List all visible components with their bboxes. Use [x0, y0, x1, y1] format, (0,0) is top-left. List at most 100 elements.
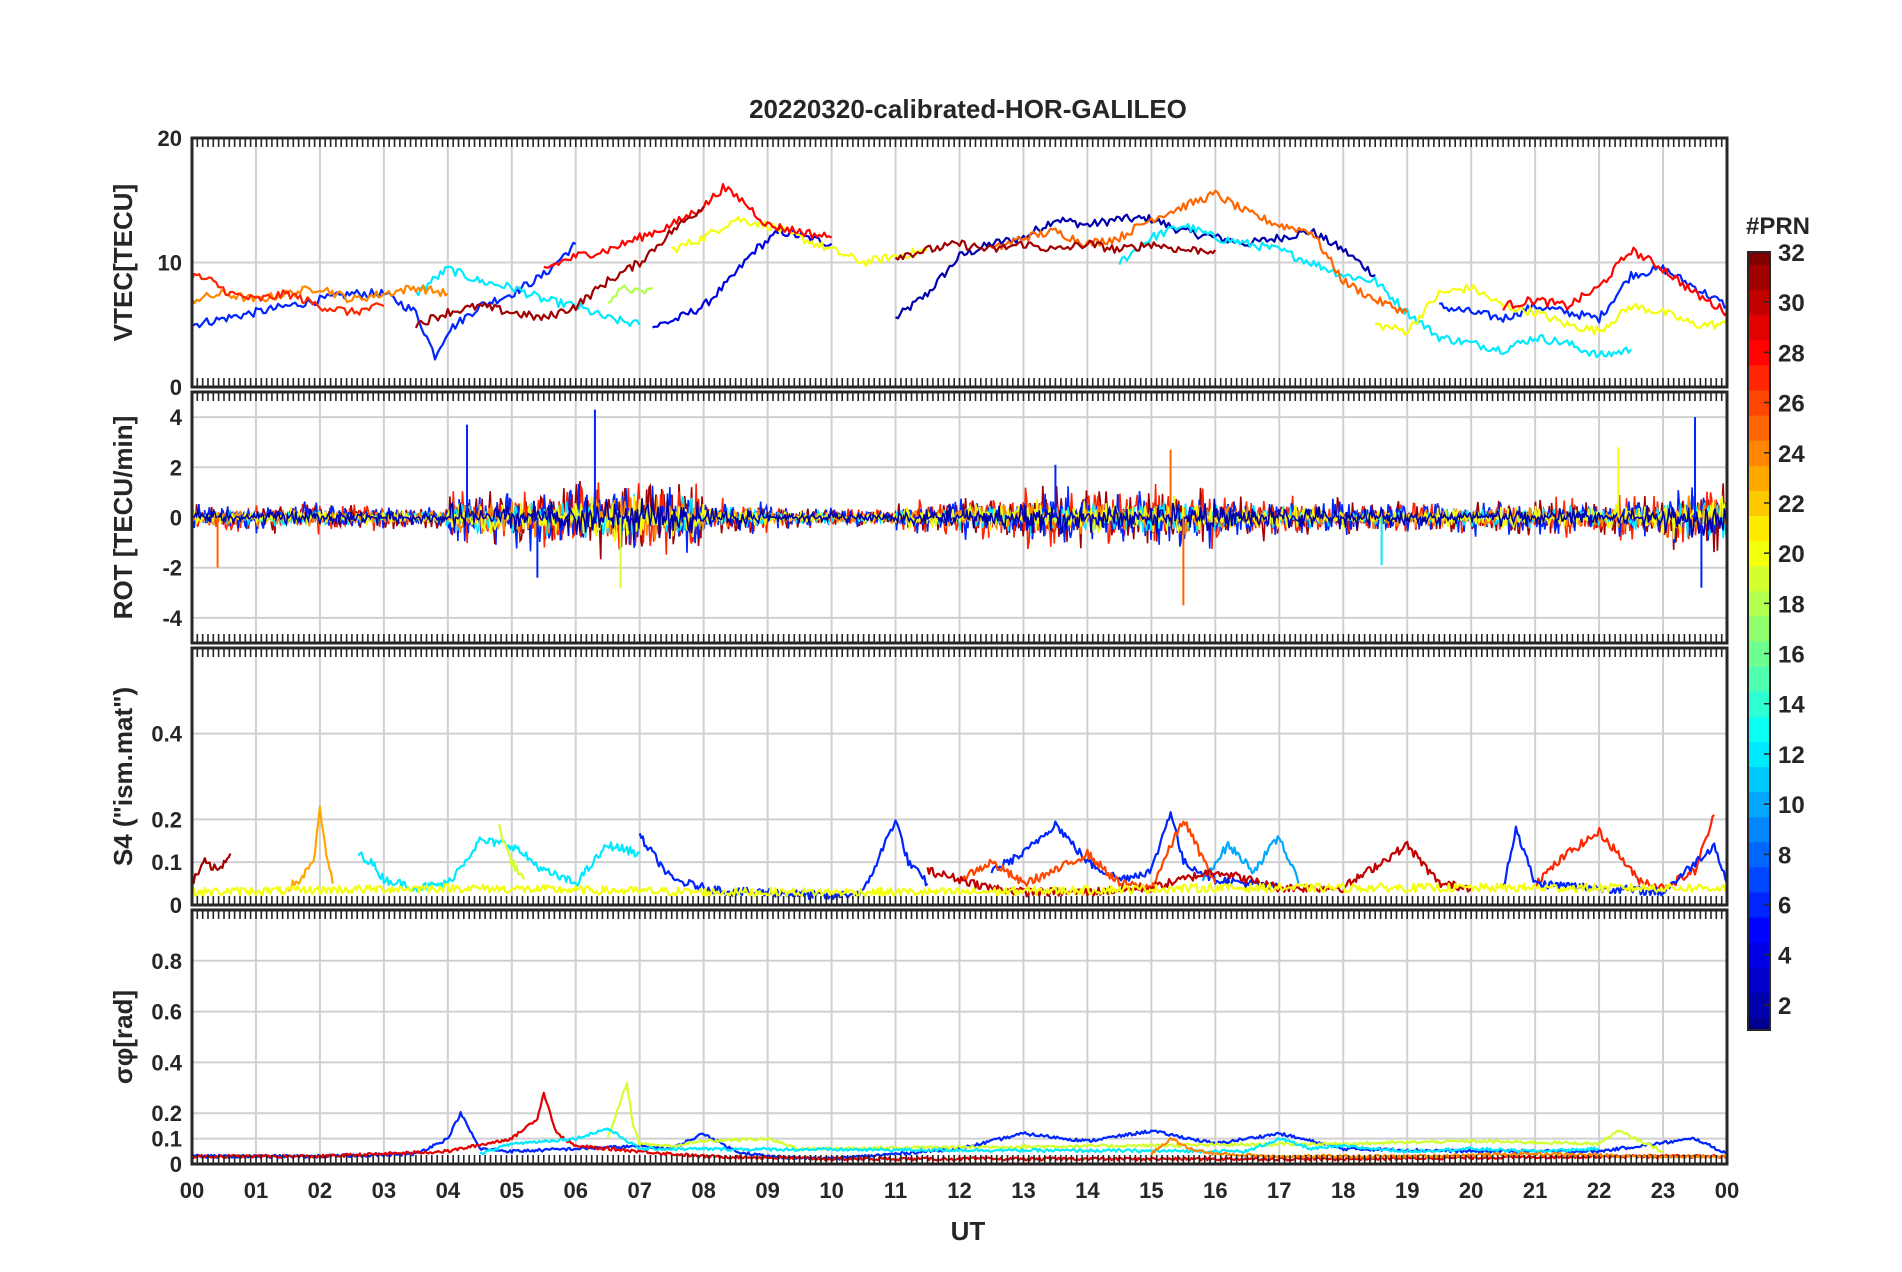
x-tick-label: 00: [1715, 1178, 1739, 1203]
colorbar-swatch-prn-17: [1748, 615, 1770, 642]
panel-2-minor-ticks: [191, 392, 1728, 643]
colorbar-title: #PRN: [1746, 213, 1810, 240]
series-prn-31: [414, 205, 705, 329]
x-tick-label: 11: [884, 1178, 907, 1203]
y-tick-label: 20: [158, 126, 182, 151]
colorbar-swatch-prn-5: [1748, 917, 1770, 943]
colorbar-swatch-prn-32: [1748, 252, 1770, 266]
series-prn-2: [192, 496, 1727, 540]
panel-1-data: [192, 183, 1727, 361]
x-tick-label: 06: [564, 1178, 588, 1203]
series-prn-6: [1438, 264, 1727, 324]
colorbar-swatch-prn-9: [1748, 816, 1770, 843]
x-axis: 00 01 02 03 04 05 06 07 08 09 10 11 12 13 14 15 16 17 18 19…: [180, 1178, 1739, 1203]
y-tick-label: 4: [170, 405, 183, 430]
colorbar-tick-label: 30: [1778, 290, 1805, 317]
y-tick-label: 0.1: [151, 1127, 182, 1152]
colorbar-swatch-prn-27: [1748, 364, 1770, 391]
series-prn-2: [895, 213, 1376, 320]
x-tick-label: 03: [372, 1178, 396, 1203]
series-prn-6: [638, 819, 929, 901]
panel-1-minor-ticks: [191, 138, 1728, 387]
series-prn-27: [192, 272, 385, 316]
x-tick-label: 07: [627, 1178, 651, 1203]
colorbar-swatch-prn-22: [1748, 490, 1770, 517]
colorbar-swatch-prn-31: [1748, 264, 1770, 291]
colorbar-swatch-prn-8: [1748, 841, 1770, 868]
series-prn-26: [958, 820, 1217, 893]
colorbar-swatch-prn-2: [1748, 992, 1770, 1018]
colorbar-tick-label: 20: [1778, 541, 1805, 568]
x-tick-label: 14: [1075, 1178, 1100, 1203]
series-prn-18: [607, 284, 654, 304]
colorbar-swatch-prn-15: [1748, 666, 1770, 692]
colorbar-swatch-prn-3: [1748, 967, 1770, 993]
panel-3-y-axis-label: S4 ("ism.mat"): [108, 687, 138, 866]
colorbar-swatch-prn-6: [1748, 891, 1770, 918]
series-prn-31: [192, 853, 232, 886]
colorbar-tick-label: 14: [1778, 692, 1805, 719]
colorbar-swatch-prn-1: [1748, 1017, 1770, 1031]
colorbar-tick-label: 24: [1778, 441, 1805, 468]
colorbar-swatch-prn-10: [1748, 791, 1770, 818]
x-tick-label: 10: [819, 1178, 843, 1203]
series-prn-31: [894, 239, 1217, 261]
y-tick-label: 0: [170, 375, 182, 400]
panel-4-minor-ticks: [191, 910, 1728, 1164]
panel-3-data: [192, 805, 1727, 901]
panel-3: 0 0.1 0.2 0.4 S4 ("ism.mat"): [108, 646, 1729, 918]
colorbar-tick-label: 28: [1778, 340, 1805, 367]
y-tick-label: 10: [158, 251, 182, 276]
x-tick-label: 16: [1203, 1178, 1227, 1203]
colorbar-swatch-prn-4: [1748, 942, 1770, 968]
x-tick-label: 23: [1651, 1178, 1675, 1203]
colorbar-tick-label: 22: [1778, 491, 1805, 518]
colorbar-tick-label: 10: [1778, 792, 1805, 819]
colorbar-swatch-prn-28: [1748, 339, 1770, 366]
colorbar-tick-label: 6: [1778, 893, 1791, 920]
panel-1-y-axis-label: VTEC[TECU]: [108, 184, 138, 341]
colorbar-swatch-prn-11: [1748, 766, 1770, 793]
colorbar-tick-label: 26: [1778, 391, 1805, 418]
colorbar-tick-label: 12: [1778, 742, 1805, 769]
series-prn-12: [479, 1127, 1600, 1156]
colorbar-tick-label: 8: [1778, 842, 1791, 869]
series-prn-25: [991, 189, 1409, 314]
colorbar-swatch-prn-13: [1748, 716, 1770, 742]
colorbar-tick-label: 4: [1778, 943, 1792, 970]
colorbar-swatch-prn-26: [1748, 390, 1770, 416]
series-prn-12: [1118, 223, 1632, 359]
colorbar-swatch-prn-21: [1748, 515, 1770, 542]
panel-3-minor-ticks: [191, 648, 1728, 905]
series-prn-12: [414, 265, 641, 328]
series-prn-19: [497, 823, 526, 881]
y-tick-label: 0: [170, 1152, 182, 1177]
x-tick-label: 19: [1395, 1178, 1419, 1203]
x-tick-label: 04: [436, 1178, 461, 1203]
series-prn-20: [192, 882, 1727, 898]
series-prn-28: [1502, 246, 1727, 317]
series-prn-19: [606, 1081, 1664, 1153]
colorbar-swatch-prn-25: [1748, 415, 1770, 441]
x-tick-label: 13: [1011, 1178, 1035, 1203]
x-tick-label: 20: [1459, 1178, 1483, 1203]
x-tick-label: 22: [1587, 1178, 1611, 1203]
panel-2: -4 -2 0 2 4 ROT [TECU/min]: [108, 390, 1729, 645]
series-prn-20: [671, 216, 928, 268]
x-axis-label: UT: [951, 1216, 986, 1246]
y-tick-label: 0.6: [151, 1000, 182, 1025]
y-tick-label: 0: [170, 506, 182, 531]
y-tick-label: -2: [162, 556, 182, 581]
colorbar-tick-label: 32: [1778, 240, 1805, 267]
y-tick-label: 0.1: [151, 850, 182, 875]
chart-title: 20220320-calibrated-HOR-GALILEO: [749, 94, 1187, 124]
colorbar-swatch-prn-14: [1748, 691, 1770, 717]
series-prn-12: [357, 836, 641, 893]
x-tick-label: 08: [691, 1178, 715, 1203]
colorbar-swatch-prn-12: [1748, 741, 1770, 767]
y-tick-label: 0.4: [151, 722, 182, 747]
x-tick-label: 12: [947, 1178, 971, 1203]
